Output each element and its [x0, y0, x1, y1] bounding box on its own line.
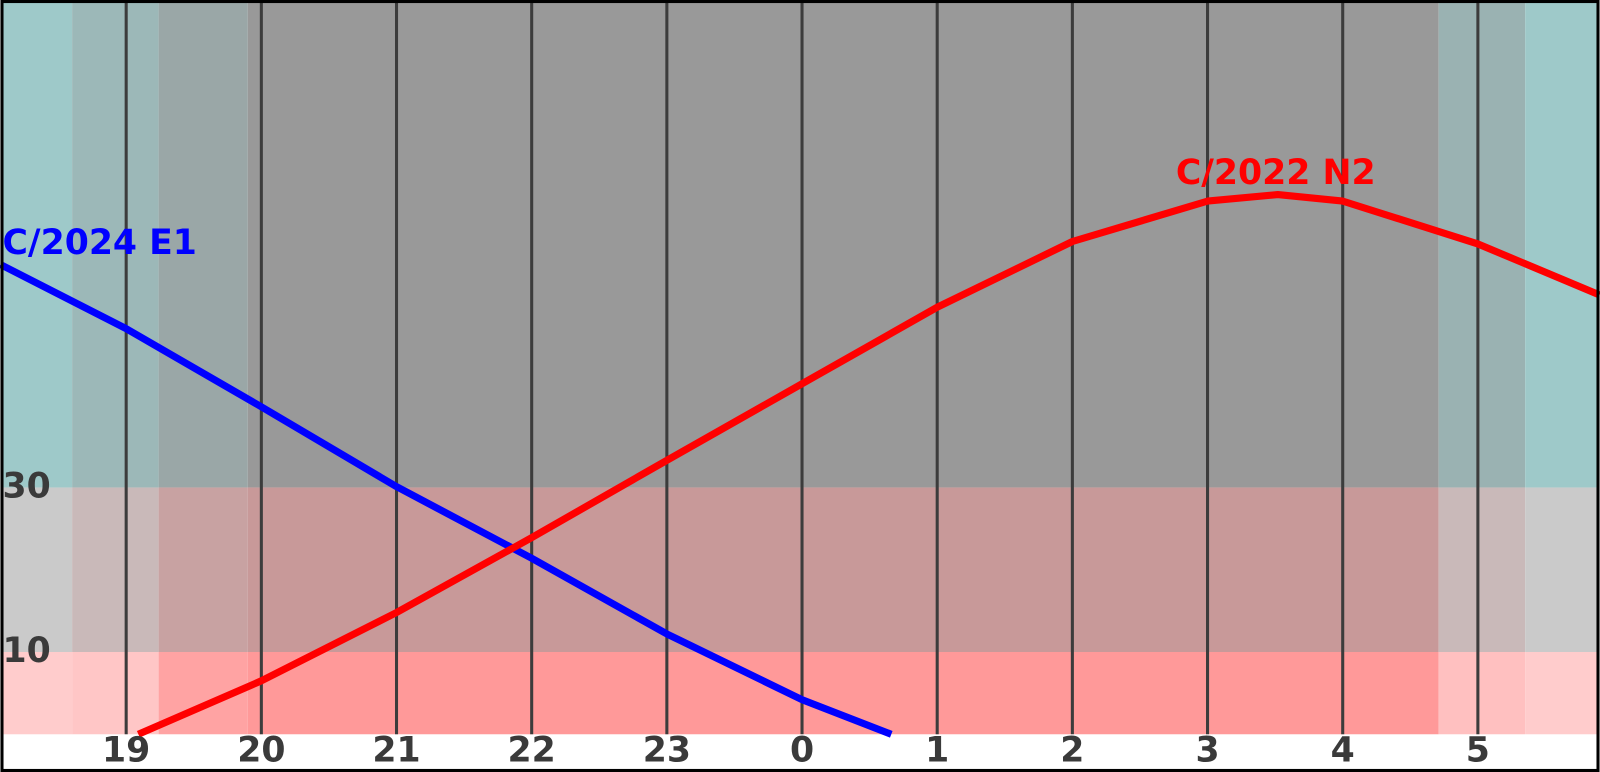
x-tick-label: 1	[925, 731, 949, 771]
x-tick-label: 23	[643, 731, 691, 771]
twilight-band	[1438, 487, 1526, 652]
twilight-band	[1438, 651, 1526, 735]
grid	[124, 2, 1480, 735]
twilight-band	[72, 651, 159, 735]
twilight-band	[72, 2, 159, 488]
twilight-band	[158, 2, 248, 488]
twilight-band	[247, 487, 1439, 652]
x-tick-label: 19	[102, 731, 150, 771]
twilight-band	[158, 487, 248, 652]
x-tick-label: 2	[1060, 731, 1084, 771]
x-tick-label: 0	[790, 731, 814, 771]
series-line	[136, 191, 1600, 738]
twilight-band	[1525, 2, 1600, 488]
lines	[0, 191, 1600, 738]
twilight-band	[247, 651, 1439, 735]
twilight-band	[0, 651, 73, 735]
x-tick-label: 20	[237, 731, 285, 771]
series-label: C/2024 E1	[3, 223, 197, 263]
background	[0, 2, 1600, 735]
series-label: C/2022 N2	[1176, 153, 1376, 193]
twilight-band	[0, 2, 73, 488]
x-tick-label: 4	[1331, 731, 1355, 771]
twilight-band	[1525, 651, 1600, 735]
twilight-band	[1525, 487, 1600, 652]
x-tick-label: 22	[508, 731, 556, 771]
twilight-band	[72, 487, 159, 652]
y-tick-label: 10	[3, 631, 51, 671]
twilight-band	[247, 2, 1439, 488]
x-tick-label: 5	[1466, 731, 1490, 771]
x-tick-label: 21	[372, 731, 420, 771]
y-tick-label: 30	[3, 466, 51, 506]
series-line	[0, 261, 893, 738]
x-tick-label: 3	[1195, 731, 1219, 771]
twilight-band	[0, 487, 73, 652]
